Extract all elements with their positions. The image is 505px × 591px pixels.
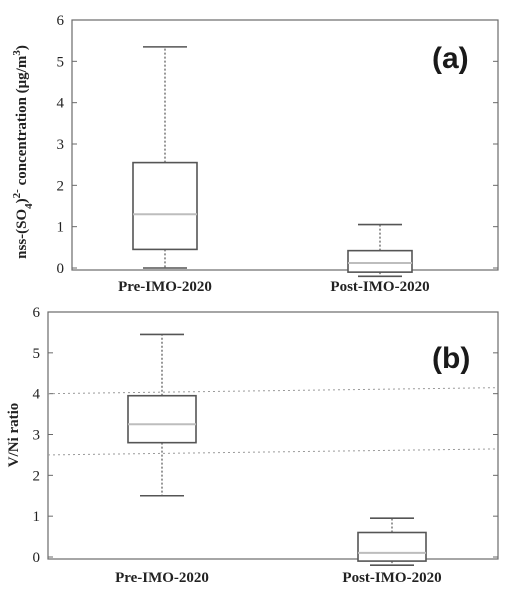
category-labels-a: Pre-IMO-2020 Post-IMO-2020 (118, 279, 430, 295)
iqr-box (127, 394, 197, 444)
reference-lines-b (47, 387, 499, 456)
reference-line (47, 387, 499, 395)
y-tick-label: 6 (57, 13, 65, 29)
plot-frame-b (47, 311, 499, 560)
y-tick-label: 5 (33, 346, 41, 362)
box-pre (127, 333, 197, 497)
y-tick-label: 3 (57, 137, 65, 153)
y-tick-label: 3 (33, 428, 41, 444)
y-tick-label: 5 (57, 54, 65, 70)
y-tick-label: 1 (33, 509, 41, 525)
y-ticks-b: 0 1 2 3 4 5 6 (33, 305, 498, 566)
y-tick-label: 0 (57, 261, 65, 277)
x-category-label: Pre-IMO-2020 (118, 279, 212, 295)
box-pre (132, 46, 198, 269)
y-axis-title-a: nss-(SO4)2- concentration (μg/m3) (11, 45, 35, 259)
x-category-label: Pre-IMO-2020 (115, 570, 209, 586)
plot-frame-a (71, 19, 499, 271)
y-tick-label: 0 (33, 550, 41, 566)
panel-label-a: (a) (432, 42, 469, 75)
y-tick-label: 4 (33, 387, 41, 403)
panel-a: 0 1 2 3 4 5 6 Pre-IMO-2020 Post-IMO-2020 (a) ns… (11, 13, 499, 295)
y-ticks-a: 0 1 2 3 4 5 6 (57, 13, 498, 277)
iqr-box (347, 249, 413, 273)
reference-line (47, 448, 499, 456)
y-tick-label: 2 (57, 178, 65, 194)
panel-label-b: (b) (432, 342, 470, 375)
box-post (347, 223, 413, 278)
y-axis-title-b: V/Ni ratio (6, 403, 22, 468)
y-tick-label: 4 (57, 96, 65, 112)
box-post (357, 517, 427, 566)
category-labels-b: Pre-IMO-2020 Post-IMO-2020 (115, 570, 442, 586)
y-tick-label: 1 (57, 220, 65, 236)
x-category-label: Post-IMO-2020 (330, 279, 429, 295)
panel-b: 0 1 2 3 4 5 6 Pre-IMO-2020 Post-IMO-2020 (b) V/… (6, 305, 499, 586)
boxes-b (127, 333, 427, 566)
boxes-a (132, 46, 413, 278)
iqr-box (357, 531, 427, 562)
y-tick-label: 6 (33, 305, 41, 321)
x-category-label: Post-IMO-2020 (342, 570, 441, 586)
iqr-box (132, 161, 198, 251)
y-tick-label: 2 (33, 468, 41, 484)
